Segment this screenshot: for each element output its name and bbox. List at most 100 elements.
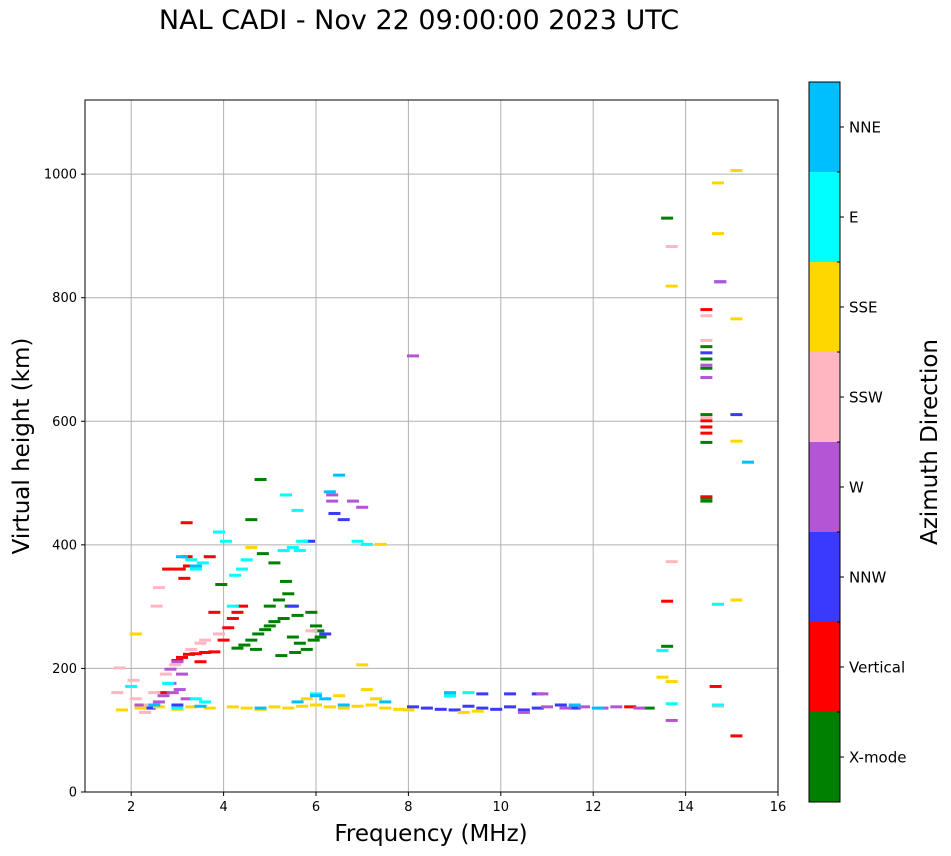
data-point [129,632,142,636]
data-point [568,703,581,707]
data-point [289,650,302,654]
data-point [700,363,713,367]
data-point [328,511,341,515]
data-point [236,604,249,608]
data-point [700,431,713,435]
colorbar-segment [809,622,840,712]
data-point [711,232,724,236]
data-point [268,561,281,565]
data-point [268,620,281,624]
data-point [148,691,161,695]
data-point [111,691,124,695]
data-point [166,691,179,695]
data-point [462,691,475,695]
data-point [730,413,743,417]
x-tick-label: 10 [493,800,510,815]
y-axis-label: Virtual height (km) [9,338,35,555]
y-tick-label: 800 [52,291,77,306]
data-point [700,351,713,355]
data-point [665,284,678,288]
data-point [263,604,276,608]
data-point [291,508,304,512]
data-point [700,499,713,503]
data-point [203,555,216,559]
data-point [665,718,678,722]
data-point [286,635,299,639]
data-point [182,564,195,568]
data-point [252,632,265,636]
data-point [665,560,678,564]
data-point [333,694,346,698]
data-point [709,684,722,688]
data-point [300,647,313,651]
data-point [656,649,669,653]
data-point [393,707,406,711]
data-point [443,691,456,695]
data-point [199,638,212,642]
colorbar-segment [809,532,840,622]
series-ssw [111,245,724,714]
y-tick-label: 400 [52,538,77,553]
data-point [314,635,327,639]
data-point [531,706,544,710]
colorbar-segment [809,172,840,262]
data-point [245,638,258,642]
data-point [700,357,713,361]
data-point [307,638,320,642]
data-point [143,706,156,710]
data-point [351,539,364,543]
data-point [568,706,581,710]
x-tick-label: 12 [585,800,602,815]
data-point [245,545,258,549]
data-point [700,314,713,318]
y-tick-label: 1000 [44,168,77,183]
colorbar-segment [809,712,840,802]
data-point [661,599,674,603]
data-point [286,545,299,549]
data-point [402,708,415,712]
data-point [326,493,339,497]
x-tick-label: 16 [770,800,787,815]
data-point [245,518,258,522]
colorbar-segment [809,352,840,442]
y-tick-label: 0 [69,786,77,801]
data-point [194,641,207,645]
data-point [212,632,225,636]
data-point [711,602,724,606]
data-point [189,567,202,571]
azimuth-colorbar: X-mode Vertical NNW W SSW SSE E NNE [808,81,906,803]
data-point [310,694,322,698]
data-point [700,366,713,370]
colorbar-segment [809,442,840,532]
colorbar-label: W [849,479,864,497]
data-point [291,613,304,617]
data-point [236,567,249,571]
data-point [240,706,253,710]
y-tick-label: 200 [52,662,77,677]
data-point [642,706,655,710]
data-point [711,181,724,185]
colorbar-label: Vertical [849,659,905,677]
data-point [231,610,244,614]
data-point [714,280,727,284]
x-axis: 2 4 6 8 10 12 14 16 [127,792,786,815]
data-point [730,439,743,443]
data-point [730,169,743,173]
data-point [189,697,202,701]
colorbar-label: SSE [849,299,878,317]
data-point [559,706,572,710]
data-point [356,663,369,667]
data-point [212,530,225,534]
data-point [180,697,193,701]
data-point [370,697,383,701]
data-point [169,663,182,667]
data-point [217,638,230,642]
data-point [173,567,186,571]
data-point [700,308,713,312]
data-point [323,705,336,709]
data-point [263,624,276,628]
data-point [171,703,184,707]
data-point [407,705,420,709]
data-point [323,490,336,494]
data-point [420,706,433,710]
